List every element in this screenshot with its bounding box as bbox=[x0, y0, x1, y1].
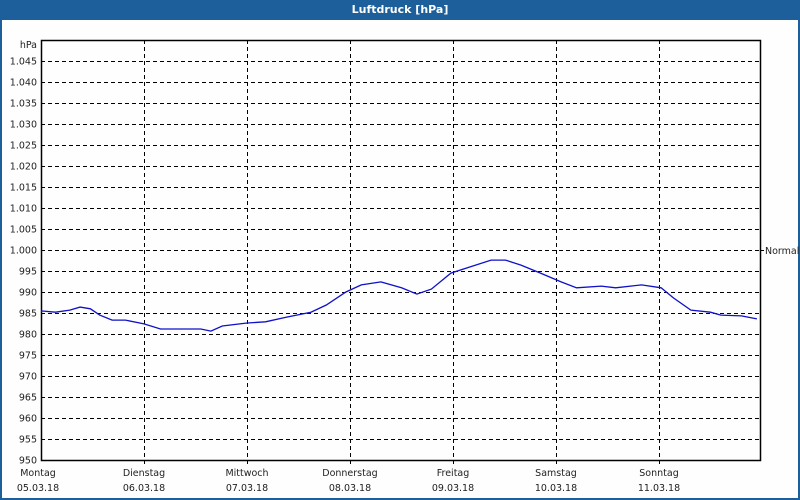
y-axis-unit: hPa bbox=[20, 40, 37, 51]
x-tick-date: 05.03.18 bbox=[17, 483, 59, 494]
x-tick-day: Montag bbox=[20, 468, 56, 479]
y-tick-label: 965 bbox=[19, 393, 37, 404]
y-tick-label: 990 bbox=[19, 288, 37, 299]
y-tick-label: 1.010 bbox=[10, 204, 37, 215]
x-tick-day: Mittwoch bbox=[225, 468, 268, 479]
y-tick-label: 1.035 bbox=[10, 99, 37, 110]
x-tick-date: 11.03.18 bbox=[638, 483, 680, 494]
y-tick-label: 1.045 bbox=[10, 57, 37, 68]
window-title: Luftdruck [hPa] bbox=[0, 0, 800, 20]
y-tick-label: 1.020 bbox=[10, 162, 37, 173]
y-tick-label: 1.025 bbox=[10, 141, 37, 152]
y-tick-label: 960 bbox=[19, 414, 37, 425]
y-tick-label: 950 bbox=[19, 456, 37, 467]
y-tick-label: 985 bbox=[19, 309, 37, 320]
x-tick-date: 09.03.18 bbox=[432, 483, 474, 494]
y-tick-label: 1.005 bbox=[10, 225, 37, 236]
normal-label: Normal bbox=[765, 246, 799, 257]
y-tick-label: 1.030 bbox=[10, 120, 37, 131]
y-tick-label: 975 bbox=[19, 351, 37, 362]
y-tick-label: 1.015 bbox=[10, 183, 37, 194]
x-tick-day: Samstag bbox=[535, 468, 577, 479]
x-tick-day: Donnerstag bbox=[322, 468, 377, 479]
x-tick-day: Sonntag bbox=[639, 468, 678, 479]
y-tick-label: 995 bbox=[19, 267, 37, 278]
x-tick-date: 10.03.18 bbox=[535, 483, 577, 494]
x-tick-date: 07.03.18 bbox=[226, 483, 268, 494]
x-tick-date: 08.03.18 bbox=[329, 483, 371, 494]
x-tick-day: Dienstag bbox=[123, 468, 165, 479]
x-tick-date: 06.03.18 bbox=[123, 483, 165, 494]
y-tick-label: 970 bbox=[19, 372, 37, 383]
y-tick-label: 980 bbox=[19, 330, 37, 341]
y-tick-label: 1.040 bbox=[10, 78, 37, 89]
x-tick-day: Freitag bbox=[437, 468, 470, 479]
y-tick-label: 1.000 bbox=[10, 246, 37, 257]
y-tick-label: 955 bbox=[19, 435, 37, 446]
pressure-series-line bbox=[40, 259, 758, 332]
